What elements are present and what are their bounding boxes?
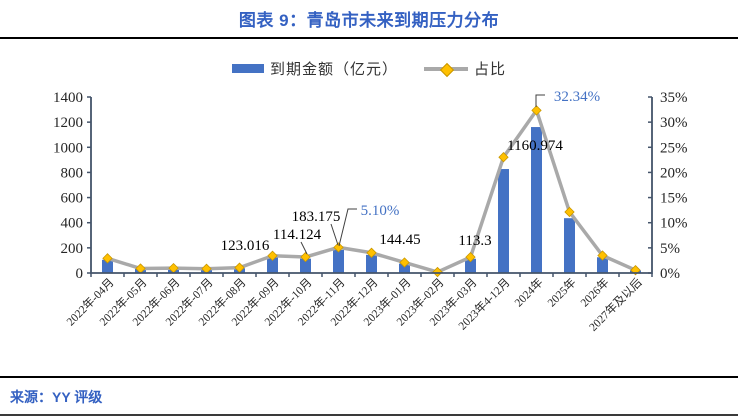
data-label: 1160.974 xyxy=(507,138,563,154)
diamond-marker xyxy=(267,250,278,261)
x-axis-labels: 2022年-04月2022年-05月2022年-06月2022年-07月2022… xyxy=(63,275,644,334)
svg-text:20%: 20% xyxy=(660,165,688,181)
svg-text:35%: 35% xyxy=(660,90,688,106)
diamond-marker xyxy=(432,266,443,278)
data-label: 113.3 xyxy=(458,233,491,249)
svg-text:1200: 1200 xyxy=(53,115,83,131)
line-diamond-swatch-icon xyxy=(424,62,468,77)
legend-amount-label: 到期金额（亿元） xyxy=(269,62,398,78)
bar xyxy=(399,263,410,273)
data-label: 183.175 xyxy=(292,209,341,225)
diamond-marker xyxy=(366,247,377,258)
svg-text:800: 800 xyxy=(61,165,84,181)
data-label: 32.34% xyxy=(554,89,600,105)
bar xyxy=(465,258,476,273)
svg-text:25%: 25% xyxy=(660,140,688,156)
bar xyxy=(300,258,311,273)
svg-text:5%: 5% xyxy=(660,241,680,257)
axes: 0 200 400 600 800 1000 1200 1400 0% 5% 10% 15% 20% 25… xyxy=(53,90,688,282)
footer-divider xyxy=(0,376,738,378)
diamond-marker xyxy=(300,251,311,263)
data-label: 5.10% xyxy=(361,203,400,219)
diamond-marker xyxy=(498,152,509,163)
svg-text:1400: 1400 xyxy=(53,90,83,106)
svg-text:0: 0 xyxy=(76,266,84,282)
amount-bars xyxy=(102,127,641,273)
svg-text:600: 600 xyxy=(61,191,84,207)
leader-line xyxy=(300,241,308,255)
leader-line xyxy=(535,94,545,107)
data-label: 123.016 xyxy=(221,238,270,254)
ratio-markers xyxy=(102,105,641,278)
legend-item-amount: 到期金额（亿元） xyxy=(231,58,398,79)
chart-legend: 到期金额（亿元） 占比 xyxy=(0,58,738,79)
bar xyxy=(366,254,377,273)
bar xyxy=(102,259,113,273)
svg-text:200: 200 xyxy=(61,241,84,257)
chart-title: 图表 9：青岛市未来到期压力分布 xyxy=(238,11,500,30)
svg-text:30%: 30% xyxy=(660,115,688,131)
diamond-marker xyxy=(531,105,542,116)
x-axis-label: 2025年 xyxy=(544,275,578,309)
diamond-marker xyxy=(102,253,113,264)
top-divider xyxy=(0,37,738,39)
bar xyxy=(531,127,542,273)
data-label: 144.45 xyxy=(379,232,420,248)
diamond-marker xyxy=(465,251,476,263)
bar xyxy=(267,257,278,273)
diamond-marker xyxy=(564,206,575,218)
diamond-marker xyxy=(630,265,641,276)
bar xyxy=(498,169,509,273)
legend-ratio-label: 占比 xyxy=(474,62,507,78)
legend-item-ratio: 占比 xyxy=(424,58,506,79)
bar xyxy=(564,218,575,273)
bar xyxy=(597,257,608,273)
svg-text:0%: 0% xyxy=(660,266,680,282)
data-label: 114.124 xyxy=(273,227,322,243)
diamond-marker xyxy=(333,242,344,253)
bottom-divider xyxy=(0,414,738,416)
x-axis-label: 2024年 xyxy=(511,275,545,309)
diamond-marker xyxy=(597,250,608,261)
leader-line xyxy=(330,223,339,246)
svg-text:400: 400 xyxy=(61,216,84,232)
x-axis-label: 2026年 xyxy=(577,275,611,309)
diamond-marker xyxy=(399,257,410,268)
svg-text:15%: 15% xyxy=(660,191,688,207)
source-label: 来源：YY 评级 xyxy=(10,389,103,405)
svg-text:10%: 10% xyxy=(660,216,688,232)
bar xyxy=(333,249,344,273)
svg-text:1000: 1000 xyxy=(53,140,83,156)
bar-swatch-icon xyxy=(231,64,264,73)
leader-line xyxy=(338,208,357,247)
